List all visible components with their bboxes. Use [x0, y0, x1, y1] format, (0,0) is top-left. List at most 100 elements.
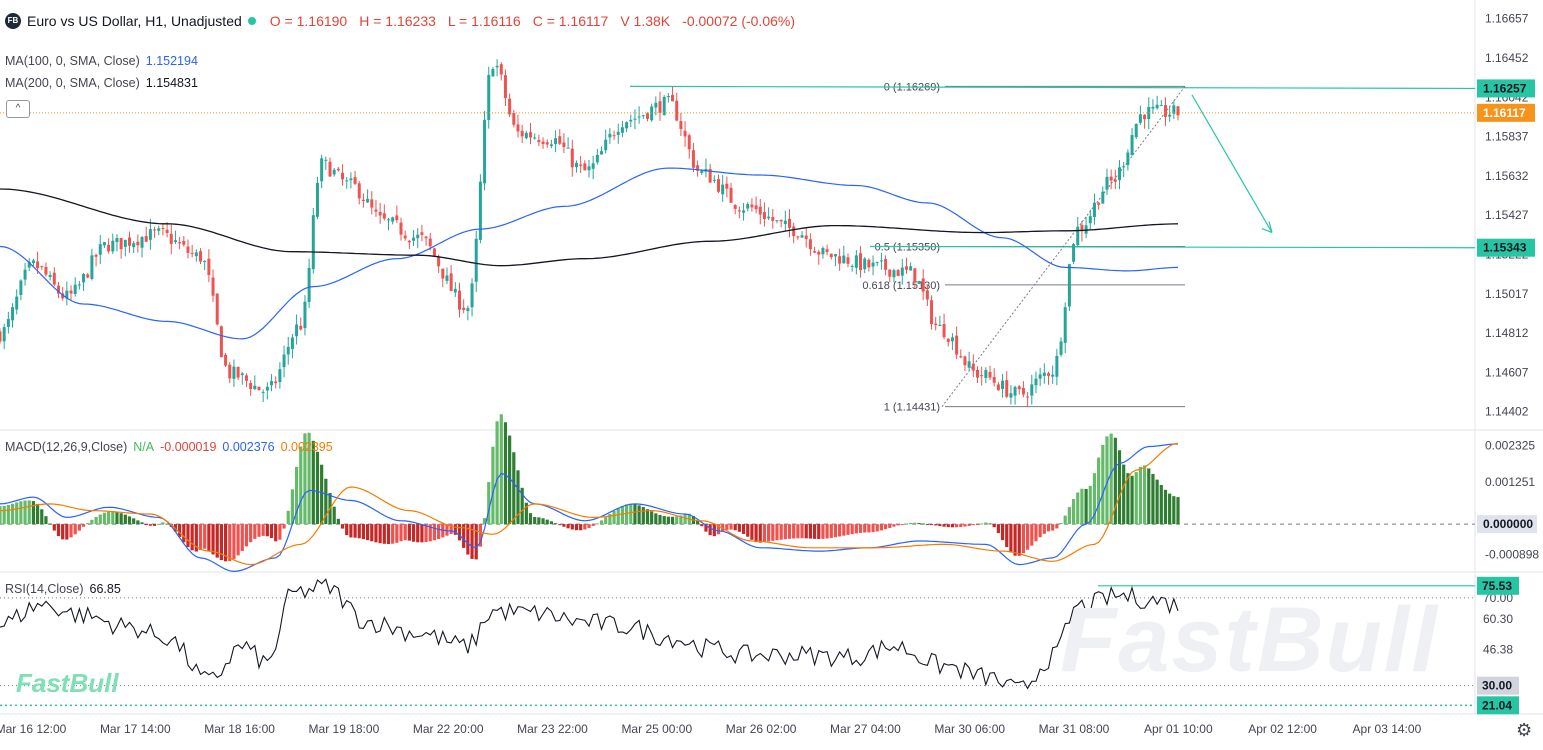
macd-histogram-bar: [725, 524, 729, 530]
candle-body: [15, 296, 19, 310]
macd-zero-tag: 0.000000: [1483, 517, 1533, 531]
candle-body: [854, 255, 858, 268]
macd-histogram-bar: [123, 514, 127, 525]
candle-body: [737, 210, 741, 212]
macd-histogram-bar: [1021, 524, 1026, 554]
candle-body: [132, 243, 136, 248]
macd-histogram-bar: [462, 524, 466, 548]
symbol-title[interactable]: Euro vs US Dollar, H1, Unadjusted: [27, 13, 242, 29]
fib-level-label: 1 (1.14431): [884, 402, 940, 414]
candle-body: [31, 260, 35, 264]
macd-hist-value: -0.000019: [160, 440, 217, 454]
candle-body: [90, 255, 94, 279]
macd-histogram-bar: [1126, 473, 1130, 525]
price-tick-label: 1.15017: [1485, 287, 1529, 301]
macd-histogram-bar: [424, 524, 428, 543]
candle-body: [424, 236, 428, 239]
macd-histogram-bar: [808, 524, 812, 539]
macd-histogram-bar: [441, 524, 445, 538]
fib-level-label: 0.618 (1.15130): [862, 280, 940, 292]
candle-body: [345, 180, 349, 182]
macd-histogram-bar: [253, 524, 257, 539]
macd-histogram-bar: [612, 510, 616, 525]
macd-signal-value: 0.002395: [280, 440, 333, 454]
candle-body: [971, 363, 975, 371]
macd-histogram-bar: [633, 504, 637, 525]
candle-body: [641, 115, 645, 117]
macd-histogram-bar: [61, 524, 65, 540]
candle-body: [282, 354, 286, 368]
macd-histogram-bar: [1076, 492, 1080, 525]
candle-body: [412, 237, 416, 241]
candle-body: [441, 268, 445, 279]
macd-histogram-bar: [645, 509, 650, 525]
macd-histogram-bar: [31, 501, 36, 525]
candle-body: [186, 246, 190, 253]
macd-histogram-bar: [40, 509, 44, 525]
macd-histogram-bar: [111, 511, 115, 525]
candle-body: [1126, 152, 1130, 166]
candle-body: [366, 198, 370, 203]
macd-histogram-bar: [416, 524, 420, 543]
macd-histogram-bar: [499, 414, 503, 525]
fib05-price-tag-bg: [1477, 238, 1535, 257]
ma200-legend[interactable]: MA(200, 0, SMA, Close) 1.154831: [5, 76, 198, 90]
rsi-min-tag: 21.04: [1482, 698, 1512, 712]
ma100-legend[interactable]: MA(100, 0, SMA, Close) 1.152194: [5, 54, 198, 68]
macd-histogram-bar: [219, 524, 223, 561]
fib0-price-tag: 1.16257: [1483, 81, 1527, 95]
macd-histogram-bar: [0, 506, 2, 525]
macd-histogram-bar: [888, 524, 892, 528]
macd-histogram-bar: [249, 524, 253, 543]
macd-histogram-bar: [875, 524, 879, 532]
candle-body: [671, 94, 675, 102]
candle-body: [336, 168, 340, 171]
macd-histogram-bar: [1122, 464, 1126, 525]
candle-body: [1088, 216, 1092, 224]
macd-histogram-bar: [967, 524, 971, 526]
macd-legend[interactable]: MACD(12,26,9,Close) N/A -0.000019 0.002376 0…: [5, 440, 333, 454]
collapse-legend-button[interactable]: ^: [6, 100, 30, 118]
macd-histogram-bar: [909, 522, 913, 525]
candle-body: [295, 324, 299, 337]
candle-body: [182, 241, 186, 245]
candle-body: [892, 270, 896, 278]
rsi-legend[interactable]: RSI(14,Close) 66.85: [5, 582, 121, 596]
candle-body: [470, 283, 474, 308]
macd-histogram-bar: [942, 524, 946, 527]
candle-body: [299, 325, 303, 330]
candle-body: [265, 386, 269, 391]
macd-histogram-bar: [307, 432, 311, 525]
macd-histogram-bar: [762, 524, 767, 543]
macd-histogram-bar: [470, 524, 474, 559]
candle-body: [825, 249, 829, 253]
macd-histogram-bar: [516, 470, 520, 525]
candle-body: [541, 141, 545, 145]
candle-body: [913, 268, 917, 283]
candle-body: [595, 154, 599, 163]
macd-histogram-bar: [315, 451, 320, 525]
candle-body: [303, 301, 307, 328]
candle-body: [1005, 380, 1009, 397]
candle-body: [750, 204, 754, 208]
market-status-dot-icon: [247, 17, 256, 25]
candle-body: [729, 187, 733, 203]
candle-body: [1013, 386, 1017, 396]
candle-body: [946, 338, 950, 342]
candle-body: [169, 233, 173, 244]
candle-body: [40, 266, 44, 268]
candle-body: [683, 130, 687, 137]
macd-histogram-bar: [56, 524, 61, 537]
macd-histogram-bar: [428, 524, 432, 542]
candle-body: [458, 290, 462, 310]
macd-histogram-bar: [411, 524, 416, 542]
candle-body: [775, 220, 779, 222]
candle-body: [783, 220, 787, 225]
macd-histogram-bar: [52, 524, 56, 531]
settings-gear-icon[interactable]: ⚙: [1516, 720, 1533, 740]
candle-body: [353, 177, 357, 184]
ma200-value: 1.154831: [145, 76, 198, 90]
macd-histogram-bar: [228, 524, 232, 562]
macd-histogram-bar: [533, 517, 537, 525]
